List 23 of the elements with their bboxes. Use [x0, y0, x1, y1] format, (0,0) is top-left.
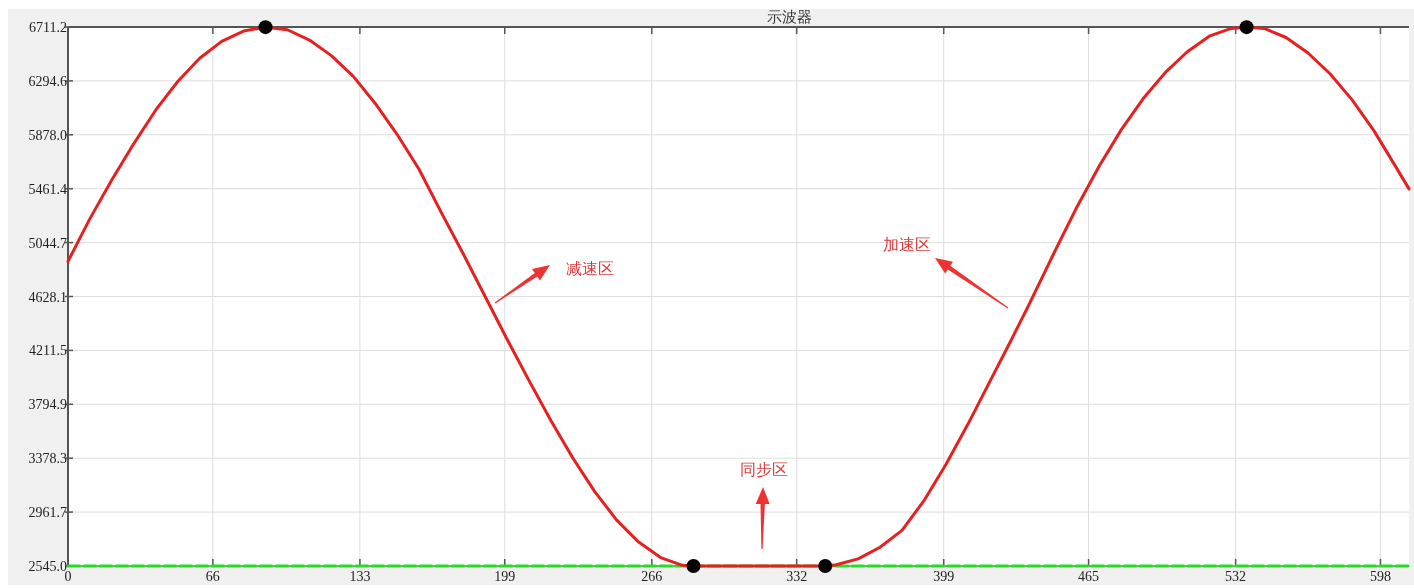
x-tick-label: 66 — [205, 569, 220, 584]
annotation: 减速区 — [566, 259, 614, 278]
x-tick-label: 199 — [494, 569, 516, 584]
y-tick-label: 5461.4 — [28, 181, 67, 197]
x-tick-label: 598 — [1369, 569, 1391, 584]
x-tick-label: 332 — [786, 569, 808, 584]
x-tick-label: 465 — [1078, 569, 1100, 584]
x-tick-label: 266 — [641, 569, 663, 584]
y-tick-label: 6711.2 — [29, 20, 67, 35]
x-tick-label: 399 — [933, 569, 955, 584]
y-tick-label: 5044.7 — [28, 235, 67, 251]
y-tick-label: 3378.3 — [28, 451, 67, 467]
y-tick-label: 4628.1 — [28, 289, 67, 305]
annotation: 同步区 — [740, 460, 788, 479]
y-tick-label: 5878.0 — [28, 127, 67, 143]
chart-title: 示波器 — [766, 8, 812, 26]
annotation: 加速区 — [883, 235, 931, 254]
y-tick-label: 6294.6 — [28, 73, 67, 89]
y-tick-label: 2961.7 — [28, 505, 67, 521]
y-tick-label: 3794.9 — [28, 397, 67, 413]
x-tick-label: 532 — [1225, 569, 1247, 584]
y-tick-label: 4211.5 — [29, 343, 67, 359]
x-tick-label: 133 — [349, 569, 371, 584]
